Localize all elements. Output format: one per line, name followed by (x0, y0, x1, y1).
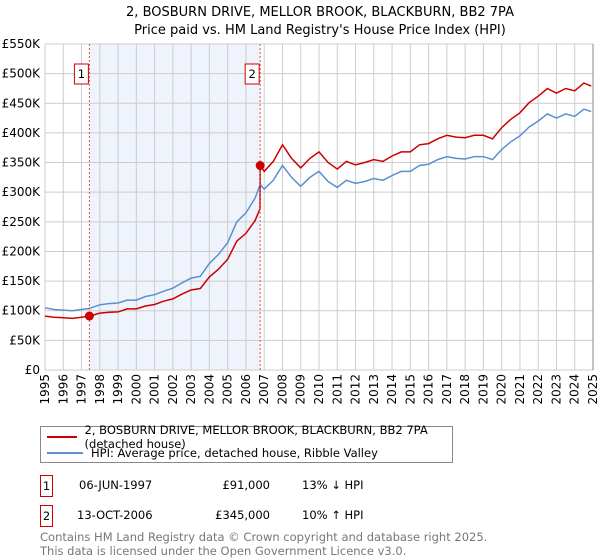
sale-number: 2 (40, 505, 53, 527)
sale-point (84, 311, 94, 321)
y-tick-label: £0 (25, 363, 40, 377)
y-tick-label: £100K (2, 304, 42, 318)
x-tick-label: 1996 (56, 374, 70, 405)
price-chart: 2, BOSBURN DRIVE, MELLOR BROOK, BLACKBUR… (2, 5, 600, 405)
x-tick-label: 2025 (586, 374, 600, 405)
hpi-line (44, 108, 592, 312)
chart-subtitle: Price paid vs. HM Land Registry's House … (134, 23, 506, 38)
footer-copyright: Contains HM Land Registry data © Crown c… (40, 530, 488, 544)
y-tick-label: £300K (2, 185, 42, 199)
x-tick-label: 2019 (476, 374, 490, 405)
x-tick-label: 2008 (275, 374, 289, 405)
sale-marker-box (244, 63, 260, 85)
chart-title: 2, BOSBURN DRIVE, MELLOR BROOK, BLACKBUR… (126, 5, 514, 20)
property-price-line (44, 82, 592, 320)
x-tick-label: 1997 (75, 374, 89, 405)
x-tick-label: 2011 (330, 374, 344, 405)
legend-item-hpi: HPI: Average price, detached house, Ribb… (47, 445, 378, 461)
x-tick-label: 2024 (568, 374, 582, 405)
sale-hpi-diff: 13% ↓ HPI (302, 478, 364, 492)
x-tick-label: 2010 (312, 374, 326, 405)
y-tick-label: £200K (2, 244, 42, 258)
legend-swatch-hpi (47, 452, 83, 454)
x-tick-label: 2003 (184, 374, 198, 405)
x-tick-label: 2020 (495, 374, 509, 405)
x-tick-label: 2002 (166, 374, 180, 405)
x-tick-label: 2012 (349, 374, 363, 405)
legend-swatch-property (47, 436, 77, 438)
x-tick-label: 2007 (257, 374, 271, 405)
y-tick-label: £450K (2, 96, 42, 110)
ownership-shade (89, 44, 261, 370)
legend-item-property: 2, BOSBURN DRIVE, MELLOR BROOK, BLACKBUR… (47, 423, 452, 451)
sale-date: 13-OCT-2006 (77, 508, 153, 522)
sale-hpi-diff: 10% ↑ HPI (302, 508, 364, 522)
y-tick-label: £550K (2, 37, 42, 51)
x-tick-label: 2016 (422, 374, 436, 405)
sale-price: £345,000 (215, 508, 270, 522)
y-tick-label: £50K (9, 333, 41, 347)
sale-marker-label: 2 (249, 67, 256, 81)
y-tick-label: £250K (2, 215, 42, 229)
x-tick-label: 1995 (38, 374, 52, 405)
x-tick-label: 2018 (458, 374, 472, 405)
legend: 2, BOSBURN DRIVE, MELLOR BROOK, BLACKBUR… (40, 423, 453, 463)
footer: Contains HM Land Registry data © Crown c… (40, 530, 487, 558)
x-tick-label: 1998 (93, 374, 107, 405)
sale-number: 1 (40, 475, 53, 497)
y-tick-label: £400K (2, 126, 42, 140)
x-tick-label: 2006 (239, 374, 253, 405)
y-tick-label: £150K (2, 274, 42, 288)
x-tick-label: 2021 (513, 374, 527, 405)
x-tick-label: 1999 (111, 374, 125, 405)
y-tick-label: £350K (2, 156, 42, 170)
sale-point (255, 161, 265, 171)
sale-marker-box (73, 63, 89, 85)
x-tick-label: 2005 (221, 374, 235, 405)
legend-label-hpi: HPI: Average price, detached house, Ribb… (91, 446, 378, 460)
x-tick-label: 2001 (148, 374, 162, 405)
x-tick-label: 2000 (129, 374, 143, 405)
x-tick-label: 2014 (385, 374, 399, 405)
x-tick-label: 2004 (202, 374, 216, 405)
x-tick-label: 2017 (440, 374, 454, 405)
sale-price: £91,000 (222, 478, 270, 492)
x-tick-label: 2022 (531, 374, 545, 405)
x-tick-label: 2015 (403, 374, 417, 405)
x-tick-label: 2013 (367, 374, 381, 405)
y-tick-label: £500K (2, 67, 42, 81)
x-tick-label: 2009 (294, 374, 308, 405)
x-tick-label: 2023 (549, 374, 563, 405)
legend-label-property: 2, BOSBURN DRIVE, MELLOR BROOK, BLACKBUR… (84, 423, 428, 451)
sale-date: 06-JUN-1997 (79, 478, 153, 492)
sale-marker-label: 1 (78, 67, 85, 81)
footer-licence: This data is licensed under the Open Gov… (40, 544, 407, 558)
